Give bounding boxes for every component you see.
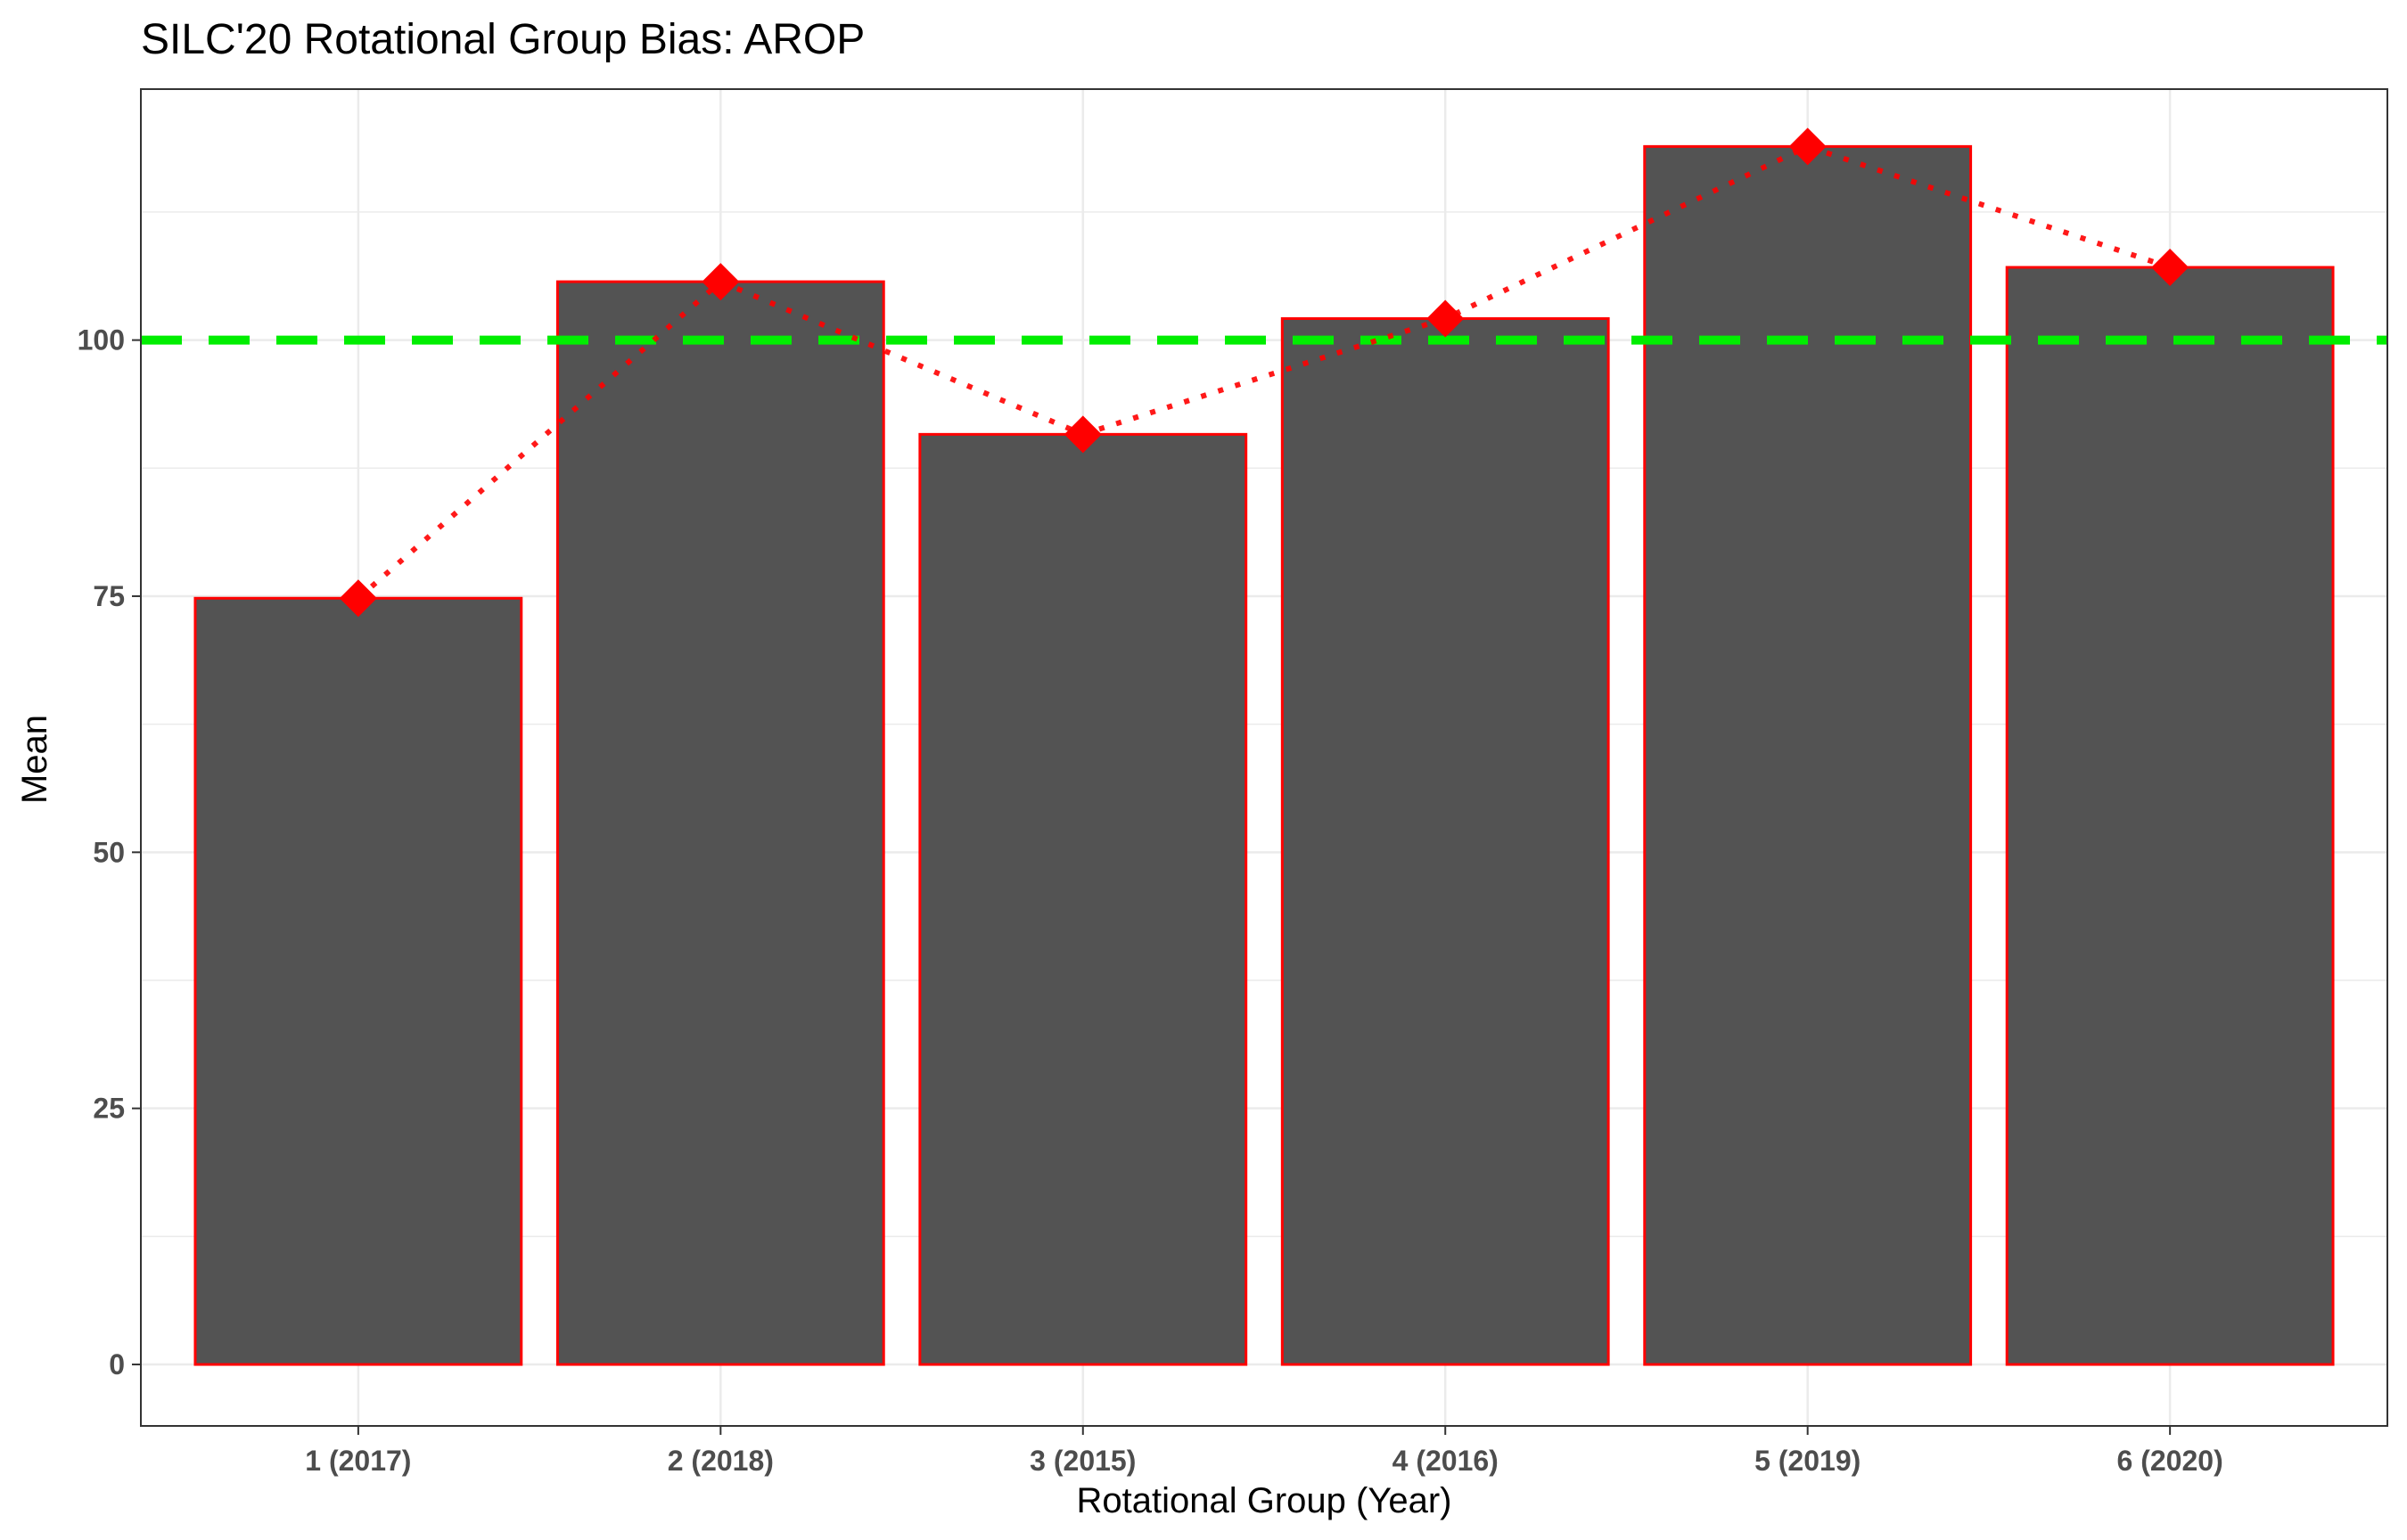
x-axis-title: Rotational Group (Year) — [1077, 1481, 1452, 1520]
data-point-marker — [1064, 415, 1102, 454]
y-tick-label: 25 — [93, 1093, 125, 1125]
data-point-marker — [702, 263, 740, 301]
x-tick-label: 2 (2018) — [668, 1445, 774, 1477]
x-tick-label: 5 (2019) — [1754, 1445, 1861, 1477]
bar — [918, 432, 1248, 1366]
x-tick-label: 3 (2015) — [1030, 1445, 1136, 1477]
panel-border — [140, 88, 2388, 1427]
data-point-marker — [339, 579, 377, 618]
bar — [2005, 266, 2335, 1366]
bar — [1280, 316, 1610, 1366]
y-tick-label: 0 — [109, 1348, 125, 1380]
bar — [1643, 144, 1973, 1366]
data-point-marker — [1788, 127, 1827, 166]
x-tick-label: 4 (2016) — [1392, 1445, 1499, 1477]
data-point-marker — [2151, 249, 2189, 286]
y-tick-label: 100 — [78, 324, 125, 356]
x-tick-label: 1 (2017) — [305, 1445, 411, 1477]
y-axis: 0 25 50 75 100 — [78, 324, 141, 1380]
y-axis-title: Mean — [15, 715, 54, 804]
x-tick-label: 6 (2020) — [2117, 1445, 2223, 1477]
data-point-marker — [1426, 299, 1465, 338]
y-tick-label: 50 — [93, 836, 125, 868]
y-tick-label: 75 — [93, 580, 125, 612]
x-axis: 1 (2017) 2 (2018) 3 (2015) 4 (2016) 5 (2019)… — [305, 1426, 2223, 1477]
bar — [193, 596, 523, 1366]
bar — [555, 280, 885, 1366]
line-series — [339, 127, 2189, 618]
chart-title: SILC'20 Rotational Group Bias: AROP — [141, 16, 865, 63]
bars — [193, 144, 2335, 1366]
